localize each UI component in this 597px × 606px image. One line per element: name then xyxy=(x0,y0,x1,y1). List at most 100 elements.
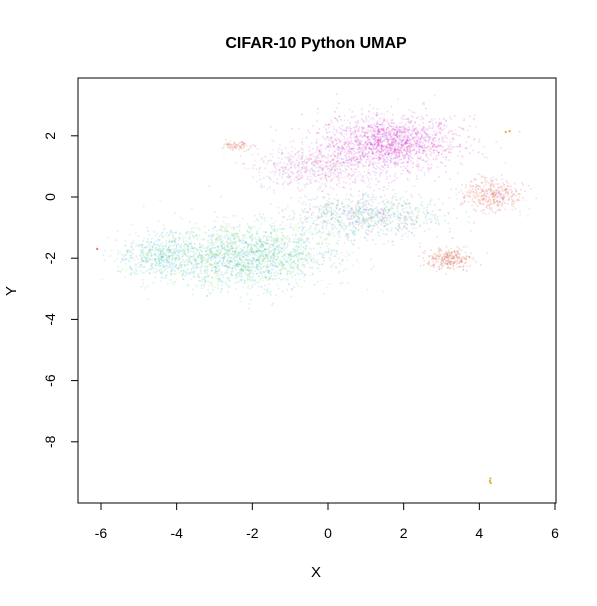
scatter-point xyxy=(240,267,243,269)
scatter-point xyxy=(256,272,258,275)
scatter-point xyxy=(250,246,252,249)
scatter-point xyxy=(400,132,402,134)
scatter-point xyxy=(292,241,295,244)
scatter-point xyxy=(246,293,249,296)
scatter-point xyxy=(317,108,319,110)
scatter-point xyxy=(333,262,335,265)
scatter-point xyxy=(168,249,171,252)
scatter-point xyxy=(339,126,341,129)
scatter-point xyxy=(303,183,305,186)
scatter-point xyxy=(340,173,342,176)
scatter-point xyxy=(267,270,269,272)
scatter-point xyxy=(385,212,388,214)
scatter-point xyxy=(387,152,390,154)
scatter-point xyxy=(185,263,187,266)
scatter-point xyxy=(101,278,104,281)
scatter-point xyxy=(315,141,318,143)
scatter-point xyxy=(214,226,216,228)
scatter-point xyxy=(408,202,411,204)
scatter-point xyxy=(361,153,364,155)
scatter-point xyxy=(390,181,392,184)
scatter-point xyxy=(265,261,268,263)
scatter-point xyxy=(294,249,296,252)
scatter-point xyxy=(431,210,434,213)
scatter-point xyxy=(243,264,245,267)
scatter-point xyxy=(368,151,370,153)
scatter-point xyxy=(357,165,360,168)
scatter-point xyxy=(425,161,427,163)
scatter-point xyxy=(207,275,210,278)
scatter-point xyxy=(250,250,253,252)
scatter-point xyxy=(207,258,209,260)
scatter-point xyxy=(275,294,277,296)
scatter-point xyxy=(411,144,413,147)
scatter-point xyxy=(266,255,268,257)
scatter-point xyxy=(412,124,415,127)
scatter-point xyxy=(340,165,343,167)
scatter-point xyxy=(204,262,207,265)
scatter-point xyxy=(295,253,298,256)
scatter-point xyxy=(193,235,195,237)
scatter-point xyxy=(243,246,246,248)
scatter-point xyxy=(379,140,381,143)
scatter-point xyxy=(282,234,284,237)
scatter-point xyxy=(430,154,432,157)
scatter-point xyxy=(246,245,249,248)
scatter-point xyxy=(241,269,244,271)
scatter-point xyxy=(242,270,244,272)
scatter-point xyxy=(200,284,203,286)
scatter-point xyxy=(303,159,306,161)
scatter-point xyxy=(346,157,348,160)
scatter-point xyxy=(329,174,332,176)
scatter-point xyxy=(328,131,331,133)
scatter-point xyxy=(382,127,385,130)
scatter-point xyxy=(277,207,280,209)
scatter-point xyxy=(247,267,250,269)
scatter-point xyxy=(251,153,254,156)
scatter-point xyxy=(220,244,223,247)
scatter-point xyxy=(317,147,319,149)
scatter-point xyxy=(205,254,207,256)
scatter-point xyxy=(374,130,376,132)
scatter-point xyxy=(407,150,409,153)
scatter-point xyxy=(301,270,303,273)
scatter-point xyxy=(257,238,260,241)
scatter-point xyxy=(339,153,342,155)
scatter-point xyxy=(301,156,304,159)
scatter-point xyxy=(251,238,254,240)
scatter-point xyxy=(273,265,276,268)
scatter-point xyxy=(365,161,367,164)
scatter-point xyxy=(296,177,299,179)
scatter-point xyxy=(308,158,311,161)
scatter-point xyxy=(215,253,217,255)
scatter-point xyxy=(395,145,397,147)
scatter-point xyxy=(399,165,402,168)
scatter-point xyxy=(329,210,331,213)
scatter-point xyxy=(239,278,242,281)
scatter-point xyxy=(439,132,441,135)
scatter-point xyxy=(325,211,328,214)
scatter-point xyxy=(171,240,174,242)
scatter-point xyxy=(412,116,415,119)
scatter-point xyxy=(230,274,232,277)
scatter-point xyxy=(331,167,333,169)
scatter-point xyxy=(328,142,330,145)
scatter-point xyxy=(264,251,267,254)
scatter-point xyxy=(338,216,340,218)
scatter-point xyxy=(364,152,366,155)
scatter-point xyxy=(366,233,369,235)
scatter-point xyxy=(387,182,390,184)
scatter-point xyxy=(389,155,391,158)
scatter-point xyxy=(390,147,392,149)
scatter-point xyxy=(242,264,245,266)
scatter-point xyxy=(318,166,321,169)
scatter-point xyxy=(353,164,356,166)
scatter-point xyxy=(360,198,362,201)
scatter-point xyxy=(427,141,430,144)
scatter-point xyxy=(324,177,327,180)
scatter-point xyxy=(364,211,366,214)
scatter-point xyxy=(238,239,240,241)
scatter-point xyxy=(183,242,186,245)
scatter-point xyxy=(403,158,405,160)
scatter-point xyxy=(368,203,371,206)
